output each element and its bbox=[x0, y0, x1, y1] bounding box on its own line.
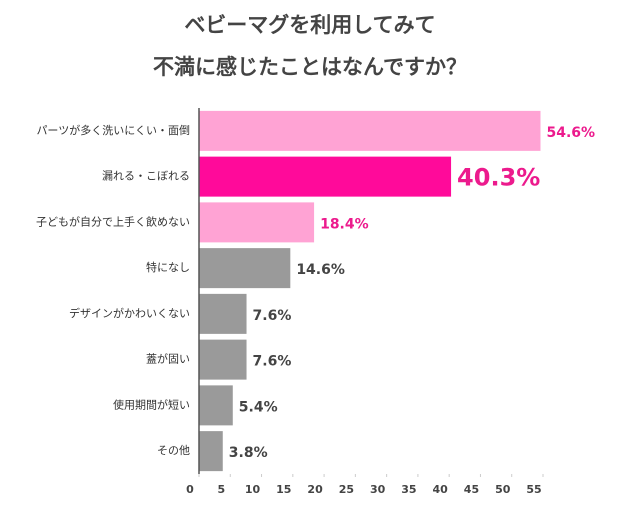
x-tick-label: 25 bbox=[339, 483, 354, 496]
bar bbox=[199, 431, 223, 472]
value-label: 7.6% bbox=[253, 354, 292, 370]
x-tick-label: 10 bbox=[245, 483, 261, 496]
x-tick-label: 45 bbox=[464, 483, 479, 496]
category-label: 漏れる・こぼれる bbox=[102, 170, 190, 183]
bar bbox=[199, 248, 291, 289]
category-label: 使用期間が短い bbox=[113, 397, 190, 411]
x-tick-label: 35 bbox=[401, 483, 416, 496]
category-label: その他 bbox=[157, 444, 190, 457]
value-label: 54.6% bbox=[546, 125, 595, 141]
value-label: 3.8% bbox=[229, 445, 268, 461]
value-label: 14.6% bbox=[296, 262, 345, 278]
x-tick-label: 5 bbox=[217, 483, 225, 496]
x-tick-label: 0 bbox=[186, 483, 194, 496]
bar bbox=[199, 385, 233, 426]
category-label: 特になし bbox=[146, 260, 190, 274]
bar bbox=[199, 339, 247, 380]
value-label: 18.4% bbox=[320, 216, 369, 232]
bar bbox=[199, 202, 315, 243]
bar bbox=[199, 156, 452, 197]
bar bbox=[199, 110, 541, 151]
value-label: 40.3% bbox=[457, 164, 540, 192]
category-label: デザインがかわいくない bbox=[69, 306, 190, 320]
x-tick-label: 15 bbox=[276, 483, 291, 496]
chart-title: 不満に感じたことはなんですか？ bbox=[153, 55, 467, 79]
x-tick-label: 55 bbox=[526, 483, 541, 496]
category-label: 子どもが自分で上手く飲めない bbox=[36, 214, 190, 228]
value-label: 5.4% bbox=[239, 399, 278, 415]
x-tick-label: 50 bbox=[495, 483, 511, 496]
x-tick-label: 20 bbox=[307, 483, 323, 496]
x-tick-label: 40 bbox=[433, 483, 449, 496]
bar bbox=[199, 293, 247, 334]
category-label: 蓋が固い bbox=[146, 352, 190, 366]
x-tick-label: 30 bbox=[370, 483, 386, 496]
chart-title: ベビーマグを利用してみて bbox=[184, 13, 435, 37]
value-label: 7.6% bbox=[253, 308, 292, 324]
category-label: パーツが多く洗いにくい・面倒 bbox=[36, 123, 190, 137]
